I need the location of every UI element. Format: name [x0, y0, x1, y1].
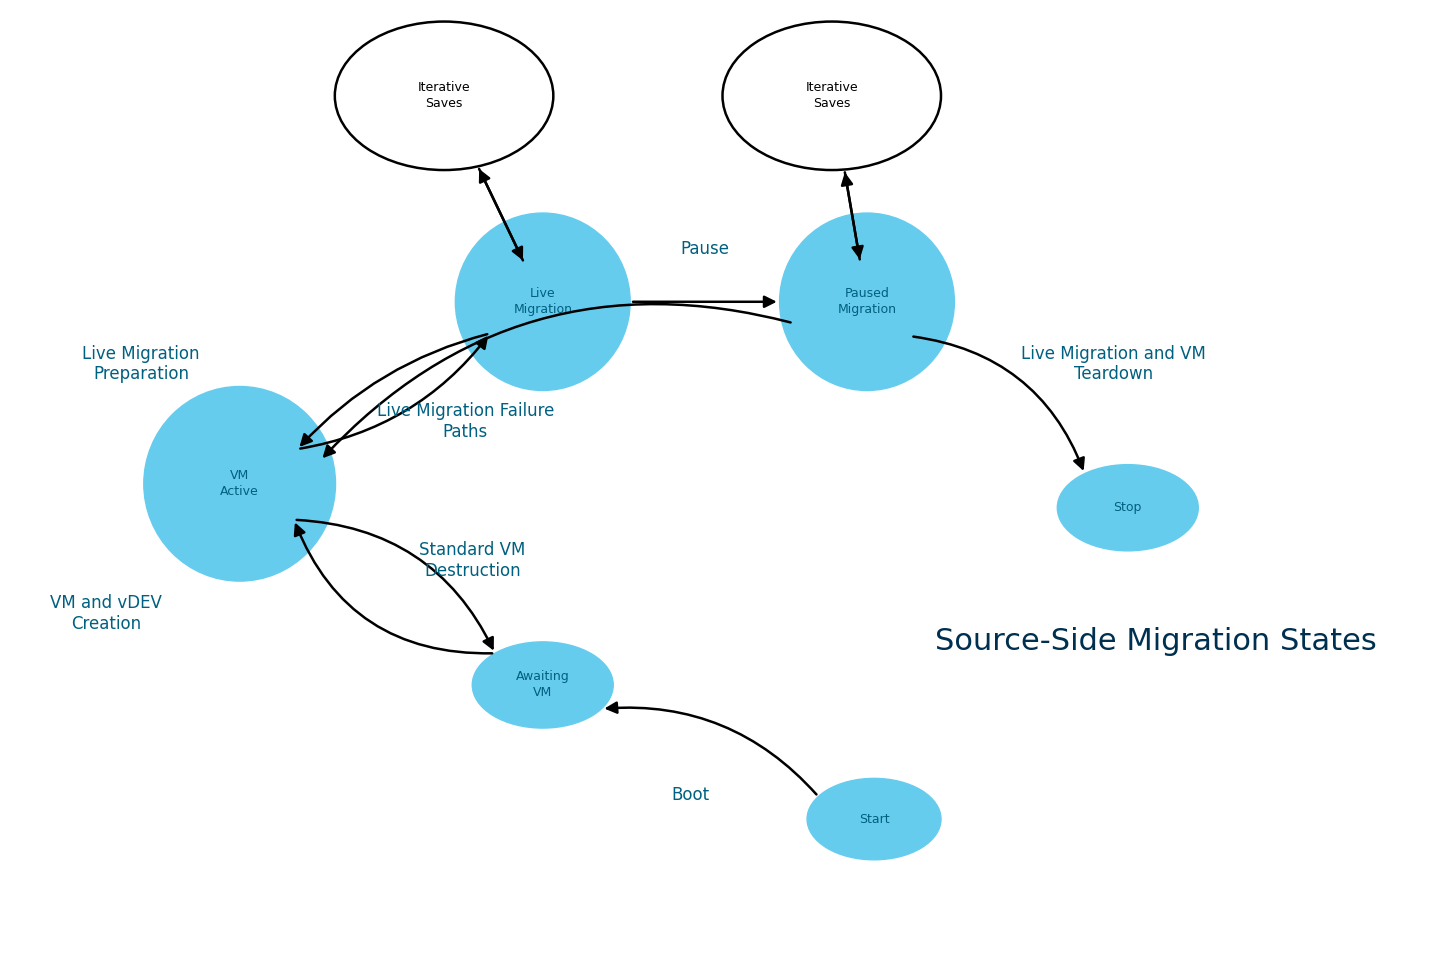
Text: Live Migration and VM
Teardown: Live Migration and VM Teardown	[1022, 345, 1206, 383]
Text: Stop: Stop	[1113, 501, 1142, 514]
Text: Live Migration Failure
Paths: Live Migration Failure Paths	[376, 402, 554, 441]
Text: Awaiting
VM: Awaiting VM	[517, 671, 570, 699]
Text: Start: Start	[859, 812, 889, 826]
Ellipse shape	[335, 22, 554, 171]
Text: Live Migration
Preparation: Live Migration Preparation	[82, 345, 200, 383]
Text: Live
Migration: Live Migration	[514, 287, 572, 316]
Ellipse shape	[455, 213, 630, 391]
Text: Paused
Migration: Paused Migration	[837, 287, 896, 316]
Ellipse shape	[807, 778, 942, 860]
Text: Boot: Boot	[671, 787, 710, 804]
Text: VM and vDEV
Creation: VM and vDEV Creation	[50, 594, 162, 632]
Ellipse shape	[1058, 465, 1198, 551]
Ellipse shape	[143, 386, 335, 582]
Text: VM
Active: VM Active	[220, 469, 259, 498]
Ellipse shape	[723, 22, 942, 171]
Text: Iterative
Saves: Iterative Saves	[418, 81, 471, 110]
Text: Standard VM
Destruction: Standard VM Destruction	[419, 541, 525, 580]
Ellipse shape	[780, 213, 954, 391]
Text: Pause: Pause	[680, 240, 730, 258]
Text: Iterative
Saves: Iterative Saves	[806, 81, 859, 110]
Ellipse shape	[472, 642, 614, 728]
Text: Source-Side Migration States: Source-Side Migration States	[934, 627, 1377, 656]
